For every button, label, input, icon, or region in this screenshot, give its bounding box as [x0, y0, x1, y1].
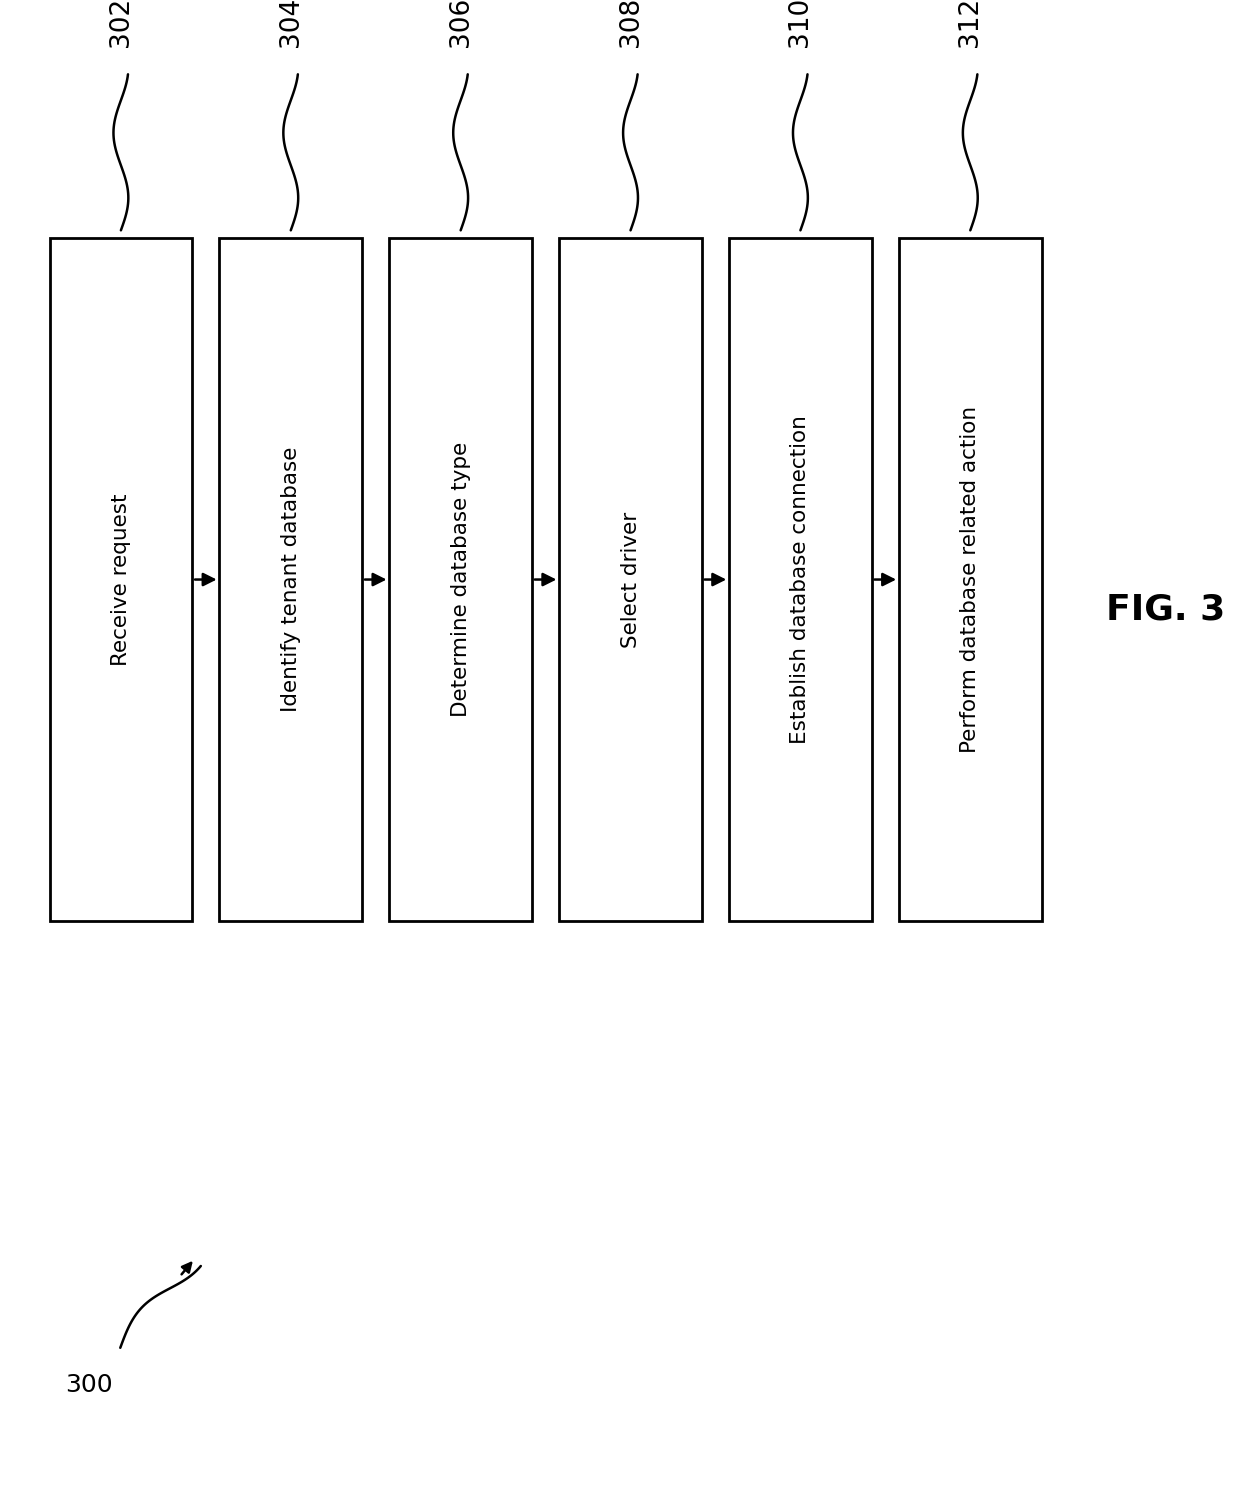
Text: FIG. 3: FIG. 3 — [1106, 593, 1225, 626]
Text: Receive request: Receive request — [110, 493, 131, 666]
Bar — [559, 238, 702, 921]
Text: Identify tenant database: Identify tenant database — [280, 447, 301, 712]
Text: Perform database related action: Perform database related action — [960, 406, 981, 753]
Bar — [219, 238, 362, 921]
Bar — [899, 238, 1042, 921]
Text: Select driver: Select driver — [620, 511, 641, 648]
Text: Establish database connection: Establish database connection — [790, 415, 811, 744]
Text: 302: 302 — [108, 0, 134, 48]
Text: Determine database type: Determine database type — [450, 441, 471, 718]
Text: 304: 304 — [278, 0, 304, 48]
Text: 312: 312 — [957, 0, 983, 48]
Text: 308: 308 — [618, 0, 644, 48]
Text: 306: 306 — [448, 0, 474, 48]
Bar — [50, 238, 192, 921]
Text: 310: 310 — [787, 0, 813, 48]
Text: 300: 300 — [66, 1373, 113, 1397]
Bar — [729, 238, 872, 921]
Bar — [389, 238, 532, 921]
